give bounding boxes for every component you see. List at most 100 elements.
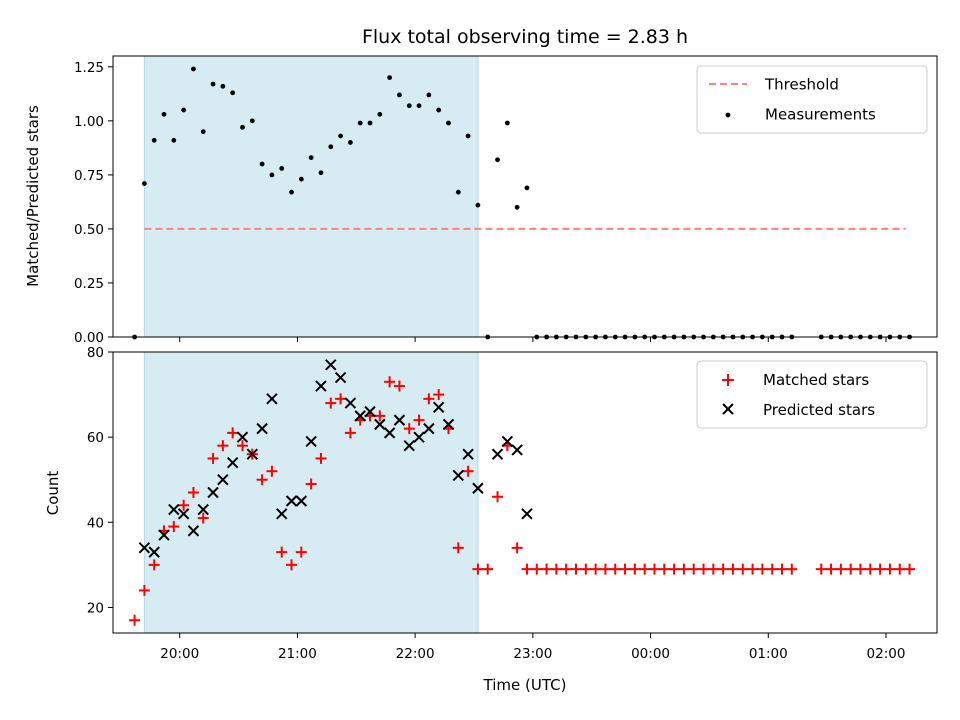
- measurement-point: [308, 155, 314, 160]
- matched-stars-series: [129, 376, 916, 626]
- matched-star-point: [727, 563, 739, 575]
- matched-star-point: [295, 546, 307, 558]
- matched-star-point: [511, 542, 523, 554]
- matched-star-point: [423, 393, 435, 405]
- matched-star-point: [266, 465, 278, 477]
- matched-star-point: [786, 563, 798, 575]
- x-tick-label: 22:00: [396, 646, 435, 662]
- bottom-panel: 20 40 60 80 20:00 21:00 22:00 23:00 00:00 01:00 0…: [44, 345, 938, 694]
- matched-star-point: [619, 563, 631, 575]
- measurement-point: [318, 170, 324, 176]
- bottom-observing-window: [143, 351, 479, 634]
- predicted-star-point: [491, 448, 504, 460]
- matched-star-point: [904, 563, 916, 575]
- x-tick-label: 23:00: [513, 646, 552, 662]
- matched-star-point: [688, 563, 700, 575]
- predicted-star-point: [226, 456, 239, 469]
- bottom-y-tick-label: 40: [87, 515, 104, 531]
- measurement-point: [181, 107, 187, 113]
- measurement-point: [298, 176, 304, 182]
- matched-star-point: [658, 563, 670, 575]
- matched-star-point: [197, 512, 209, 524]
- x-tick-label: 21:00: [278, 646, 317, 662]
- predicted-star-point: [364, 405, 376, 418]
- measurements-legend-label: Measurements: [765, 106, 876, 124]
- bottom-y-axis: 20 40 60 80: [87, 345, 113, 616]
- matched-star-point: [187, 487, 199, 498]
- matched-star-point: [256, 474, 268, 486]
- matched-star-point: [648, 563, 660, 575]
- x-tick-label: 01:00: [749, 646, 788, 662]
- measurement-point: [220, 83, 226, 89]
- measurement-point: [191, 66, 196, 72]
- bottom-axes-frame: [112, 351, 938, 634]
- matched-star-point: [207, 452, 219, 464]
- top-y-tick-label: 1.25: [74, 60, 104, 76]
- matched-star-point: [138, 584, 150, 596]
- bottom-y-tick-label: 60: [87, 430, 104, 446]
- matched-star-point: [148, 559, 160, 571]
- measurement-point: [504, 120, 510, 126]
- top-y-tick-label: 0.50: [74, 222, 104, 238]
- predicted-star-point: [207, 486, 219, 499]
- top-panel: 0.00 0.25 0.50 0.75 1.00 1.25 Matched/Predict…: [24, 55, 938, 346]
- matched-star-point: [560, 563, 572, 575]
- x-axis-label: Time (UTC): [483, 676, 567, 694]
- matched-star-point: [217, 440, 229, 452]
- matched-star-point: [854, 563, 866, 575]
- measurement-point: [240, 124, 245, 130]
- predicted-stars-series: [138, 359, 533, 558]
- measurement-point: [475, 202, 481, 208]
- predicted-star-point: [413, 431, 425, 443]
- top-axes-frame: [112, 55, 938, 338]
- matched-star-point: [403, 423, 415, 435]
- measurement-point: [249, 118, 255, 124]
- predicted-star-point: [276, 508, 288, 520]
- predicted-star-point: [423, 422, 435, 435]
- measurement-point: [269, 172, 275, 178]
- predicted-star-point: [217, 474, 229, 486]
- matched-star-point: [236, 440, 248, 452]
- bottom-y-axis-label: Count: [44, 471, 62, 516]
- predicted-star-point: [325, 359, 337, 371]
- top-observing-window: [143, 55, 479, 338]
- predicted-star-point: [403, 439, 415, 452]
- predicted-star-point: [266, 393, 278, 405]
- matched-star-point: [756, 563, 768, 575]
- measurement-point: [161, 111, 167, 117]
- measurements-legend-marker: [725, 112, 731, 118]
- measurement-point: [377, 111, 383, 117]
- matched-star-point: [286, 559, 298, 571]
- predicted-star-point: [246, 448, 259, 460]
- measurement-point: [171, 137, 177, 143]
- matched-star-point: [815, 563, 827, 575]
- top-y-tick-label: 1.00: [74, 114, 104, 130]
- predicted-star-point: [432, 401, 445, 414]
- measurement-point: [455, 189, 461, 195]
- bottom-y-tick-label: 80: [87, 345, 104, 361]
- matched-star-point: [570, 563, 582, 575]
- matched-stars-legend-marker: [722, 374, 734, 386]
- predicted-star-point: [383, 427, 396, 439]
- measurement-point: [416, 103, 422, 109]
- measurement-point: [436, 107, 442, 113]
- matched-star-point: [580, 563, 592, 575]
- matched-star-point: [698, 563, 710, 575]
- matched-star-point: [472, 563, 484, 575]
- measurement-point: [524, 185, 530, 191]
- matched-stars-legend-label: Matched stars: [763, 371, 869, 389]
- predicted-star-point: [236, 431, 249, 443]
- matched-star-point: [344, 427, 356, 439]
- matched-star-point: [452, 542, 464, 554]
- predicted-star-point: [374, 418, 386, 431]
- top-y-tick-label: 0.75: [74, 168, 104, 184]
- matched-star-point: [178, 499, 190, 511]
- matched-star-point: [462, 465, 474, 477]
- matched-star-point: [776, 563, 788, 575]
- predicted-star-point: [197, 503, 209, 516]
- measurement-point: [406, 103, 412, 109]
- matched-star-point: [845, 563, 857, 575]
- matched-star-point: [707, 563, 719, 575]
- x-tick-label: 00:00: [631, 646, 670, 662]
- predicted-star-point: [158, 529, 170, 541]
